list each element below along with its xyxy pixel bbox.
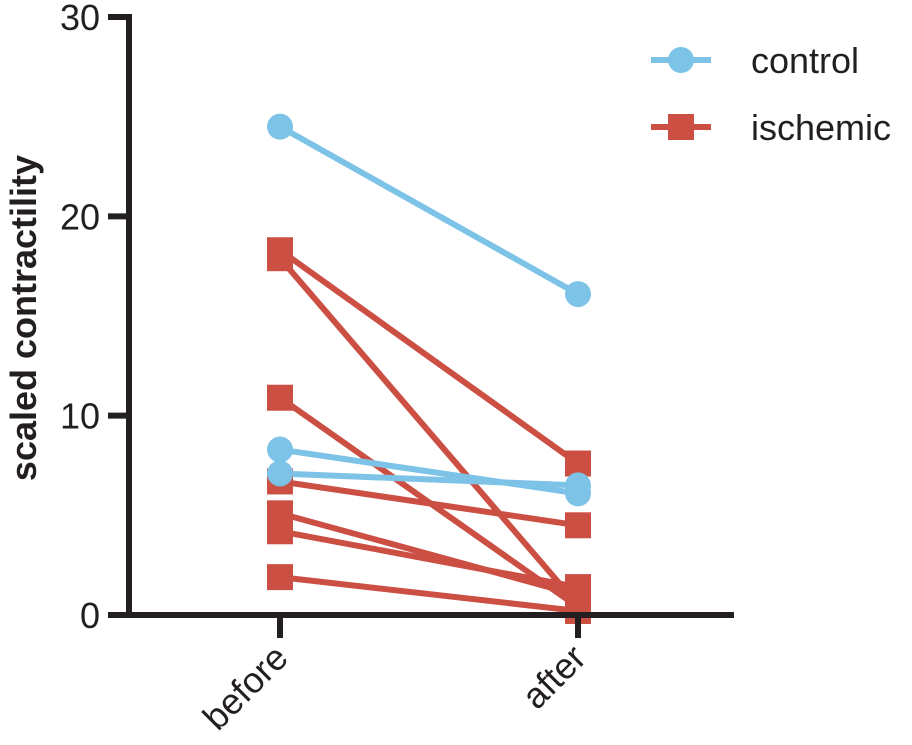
x-tick-label-before: before — [194, 637, 295, 738]
ischemic-point-5-after — [565, 574, 591, 601]
control-line-0 — [277, 123, 581, 298]
control-point-0-after — [565, 281, 591, 308]
y-tick-label-2: 20 — [60, 196, 100, 237]
y-ticks: 0 10 20 30 — [60, 0, 129, 636]
y-tick-label-1: 10 — [60, 396, 100, 437]
legend-label-ischemic: ischemic — [751, 107, 891, 148]
legend-marker-control — [668, 47, 694, 73]
control-point-2-before — [267, 460, 293, 487]
plot-lines — [277, 123, 581, 615]
ischemic-point-5-before — [267, 518, 293, 545]
control-point-2-after — [565, 472, 591, 499]
y-tick-label-3: 30 — [60, 0, 100, 38]
x-ticks: before after — [194, 615, 594, 738]
legend: control ischemic — [651, 40, 891, 148]
control-point-0-before — [267, 113, 293, 140]
legend-marker-ischemic — [668, 114, 694, 140]
ischemic-line-5 — [277, 528, 581, 591]
ischemic-point-2-before — [267, 384, 293, 411]
ischemic-line-4 — [277, 510, 581, 599]
ischemic-line-1 — [277, 255, 581, 609]
ischemic-line-6 — [277, 574, 581, 615]
ischemic-point-6-before — [267, 564, 293, 591]
control-line-2 — [277, 470, 581, 489]
y-axis-title: scaled contractility — [3, 155, 44, 481]
plot-markers — [267, 113, 591, 625]
ischemic-point-0-after — [565, 450, 591, 477]
ischemic-point-1-before — [267, 245, 293, 272]
control-point-1-before — [267, 436, 293, 463]
ischemic-line-3 — [277, 478, 581, 529]
x-tick-label-after: after — [514, 637, 594, 717]
ischemic-point-3-after — [565, 512, 591, 539]
y-tick-label-0: 0 — [80, 595, 100, 636]
legend-label-control: control — [751, 40, 859, 81]
ischemic-line-0 — [277, 247, 581, 467]
